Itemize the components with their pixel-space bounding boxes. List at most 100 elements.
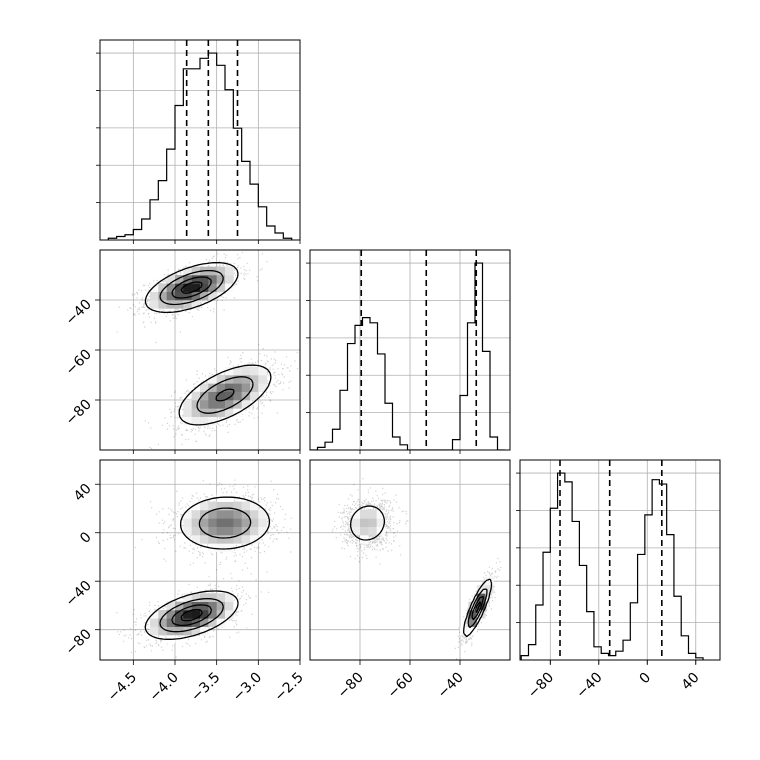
density-cell	[191, 291, 201, 301]
y-tick-label: 40	[71, 481, 95, 505]
histogram-panel-1	[306, 249, 511, 454]
density-cell	[200, 501, 209, 511]
density-cell	[208, 618, 217, 627]
density-cell	[208, 601, 217, 611]
density-cell	[216, 400, 226, 409]
density-cell	[241, 375, 251, 384]
density-cell	[351, 526, 361, 536]
contour-line	[159, 269, 254, 414]
density-cell	[191, 400, 201, 409]
density-cell	[216, 383, 226, 392]
density-cell	[200, 383, 209, 392]
density-cell	[258, 510, 267, 519]
density-cell	[208, 400, 217, 409]
density-cell	[200, 275, 209, 284]
density-cell	[258, 383, 267, 392]
x-tick-label: −4.0	[146, 670, 181, 705]
density-cell	[241, 518, 251, 527]
density-cell	[166, 601, 176, 611]
density-cell	[376, 518, 386, 527]
histogram-bars-0	[107, 52, 293, 240]
density-cell	[200, 593, 209, 602]
density-cell	[158, 291, 167, 301]
panel-frame	[99, 39, 301, 241]
density-cell	[175, 283, 184, 292]
density-cell	[183, 610, 192, 619]
density-cell	[225, 601, 234, 611]
y-tick-label: −40	[63, 297, 95, 329]
histogram-bars-1	[310, 262, 505, 450]
density-cell	[191, 391, 201, 401]
panel-content	[310, 460, 510, 660]
contour-line	[171, 604, 213, 627]
density-cell	[241, 383, 251, 392]
x-tick-label: 0	[636, 670, 654, 688]
density-cell	[175, 601, 184, 611]
density-cell	[233, 366, 242, 376]
density-cell	[191, 535, 201, 544]
density-cell	[191, 593, 201, 602]
density-cell	[216, 283, 226, 292]
density-cell	[250, 375, 259, 384]
contour-line	[171, 276, 235, 402]
density-cell	[191, 416, 201, 426]
x-tick-label: −40	[435, 670, 467, 702]
density-cell	[208, 383, 217, 392]
contour-line	[471, 595, 485, 621]
density-cell	[200, 416, 209, 426]
density-cell	[216, 601, 226, 611]
density-cell	[191, 275, 201, 284]
density-cell	[208, 526, 217, 536]
density-cell	[225, 526, 234, 536]
density-cell	[191, 626, 201, 636]
density-cell	[225, 408, 234, 417]
y-tick-label: −80	[63, 397, 95, 429]
x-tick-label: −3.0	[230, 670, 265, 705]
density-cell	[208, 283, 217, 292]
density-cell	[233, 518, 242, 527]
density-cell	[208, 291, 217, 301]
y-tick-label: −80	[63, 626, 95, 658]
density-cell	[225, 610, 234, 619]
contour-line	[144, 496, 271, 640]
panel-frame	[309, 249, 511, 451]
density-cell	[208, 501, 217, 511]
density-cell	[166, 618, 176, 627]
contour-line	[159, 507, 252, 633]
density-cell	[225, 400, 234, 409]
density-cell	[183, 593, 192, 602]
density-cell	[191, 501, 201, 511]
density-cell	[175, 610, 184, 619]
density-cell	[183, 408, 192, 417]
density-cell	[258, 366, 267, 376]
density-cell	[233, 400, 242, 409]
density-cell	[233, 383, 242, 392]
density-cell	[250, 383, 259, 392]
density-cell	[485, 576, 494, 586]
y-tick-label: −60	[63, 347, 95, 379]
histogram-bars-2	[520, 472, 704, 660]
density-cell	[183, 300, 192, 309]
density-cell	[216, 526, 226, 536]
density-cell	[250, 366, 259, 376]
density-cell	[175, 618, 184, 627]
density-cell	[183, 291, 192, 301]
density-cell	[208, 416, 217, 426]
x-tick-label: −60	[385, 670, 417, 702]
density-cell	[216, 510, 226, 519]
contour-line	[180, 608, 203, 622]
density-cell	[166, 275, 176, 284]
density-cell	[233, 535, 242, 544]
density-cell	[216, 593, 226, 602]
scatter-panel-0-1	[99, 249, 301, 451]
density-cell	[225, 535, 234, 544]
density-cell	[183, 518, 192, 527]
density-cell	[225, 383, 234, 392]
density-cell	[216, 375, 226, 384]
density-cell	[216, 618, 226, 627]
panel-frame	[99, 459, 301, 661]
density-cell	[250, 391, 259, 401]
density-cell	[200, 618, 209, 627]
density-cell	[225, 518, 234, 527]
